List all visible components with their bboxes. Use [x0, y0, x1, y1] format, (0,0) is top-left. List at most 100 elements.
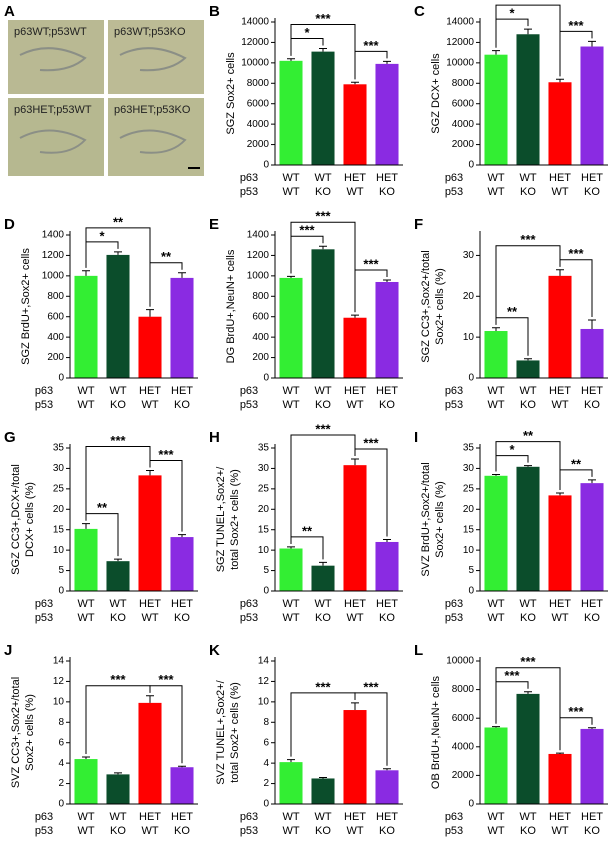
- y-tick-label: 20: [53, 504, 65, 515]
- x-tick-label: HET: [549, 811, 571, 823]
- y-tick-label: 4000: [247, 119, 270, 130]
- significance-label: **: [507, 304, 518, 319]
- x-tick-label: WT: [314, 598, 331, 610]
- micrograph-label: p63HET;p53KO: [114, 104, 191, 116]
- x-tick-label: WT: [109, 385, 126, 397]
- significance-label: **: [97, 500, 108, 515]
- x-tick-label: HET: [139, 385, 161, 397]
- x-row-label: p53: [445, 825, 463, 837]
- bar: [106, 254, 130, 378]
- bar: [170, 277, 194, 378]
- significance-label: ***: [520, 232, 536, 247]
- error-bar: [287, 546, 295, 549]
- significance-bracket: [495, 441, 561, 490]
- error-bar: [556, 269, 564, 276]
- y-tick-label: 8000: [452, 684, 475, 695]
- error-bar: [492, 50, 500, 55]
- y-tick-label: 6: [58, 737, 64, 748]
- x-tick-label: WT: [551, 186, 568, 198]
- x-tick-label: WT: [109, 811, 126, 823]
- panel-letter: D: [4, 216, 15, 233]
- error-bar: [588, 40, 596, 47]
- significance-bracket: [149, 459, 183, 532]
- y-axis-label: SGZ BrdU+,Sox2+ cells: [20, 248, 32, 365]
- significance-label: ***: [520, 654, 536, 669]
- x-row-label: p53: [240, 825, 258, 837]
- x-tick-label: HET: [581, 172, 603, 184]
- y-axis-label: SGZ CC3+,DCX+/total: [10, 464, 22, 575]
- tissue-outline: [119, 47, 187, 72]
- bar: [138, 702, 162, 804]
- bar: [516, 466, 540, 591]
- significance-label: ***: [363, 679, 379, 694]
- x-tick-label: WT: [109, 598, 126, 610]
- error-bar: [178, 534, 186, 538]
- x-row-label: p53: [240, 399, 258, 411]
- significance-bracket: [290, 434, 356, 544]
- y-tick-label: 14: [53, 656, 65, 667]
- bar-chart: I SVZ BrdU+,Sox2+/total Sox2+ cells (%) 0 5 1…: [414, 428, 608, 624]
- x-row-label: p63: [240, 172, 258, 184]
- y-axis-label: SGZ DCX+ cells: [430, 53, 442, 134]
- panel-letter: E: [209, 216, 219, 233]
- x-row-label: p63: [445, 385, 463, 397]
- x-tick-label: KO: [584, 825, 600, 837]
- y-axis-label: Sox2+ cells (%): [434, 481, 446, 558]
- y-axis-label: SGZ Sox2+ cells: [225, 52, 237, 135]
- x-tick-label: HET: [581, 598, 603, 610]
- y-tick-label: 10000: [446, 656, 474, 667]
- y-tick-label: 5: [468, 565, 474, 576]
- error-bar: [319, 245, 327, 250]
- bar: [580, 46, 604, 166]
- x-tick-label: HET: [376, 811, 398, 823]
- error-bar: [82, 523, 90, 529]
- error-bar: [351, 314, 359, 318]
- bar: [516, 693, 540, 804]
- micrograph: [8, 20, 104, 94]
- x-tick-label: WT: [519, 385, 536, 397]
- x-tick-label: WT: [346, 399, 363, 411]
- y-tick-label: 0: [468, 586, 474, 597]
- x-tick-label: KO: [379, 399, 395, 411]
- significance-label: ***: [110, 433, 126, 448]
- x-tick-label: KO: [110, 825, 126, 837]
- bar: [279, 60, 303, 165]
- y-tick-label: 8: [58, 717, 64, 728]
- y-tick-label: 30: [53, 463, 65, 474]
- bar: [170, 537, 194, 591]
- y-tick-label: 0: [263, 373, 269, 384]
- panel-letter: C: [414, 3, 425, 20]
- y-tick-label: 2: [263, 778, 269, 789]
- x-tick-label: WT: [77, 811, 94, 823]
- bar: [516, 360, 540, 378]
- bar: [548, 753, 572, 804]
- x-tick-label: WT: [282, 172, 299, 184]
- panel-letter: A: [4, 3, 15, 20]
- error-bar: [492, 327, 500, 332]
- x-tick-label: WT: [141, 399, 158, 411]
- x-tick-label: HET: [376, 385, 398, 397]
- y-tick-label: 0: [58, 799, 64, 810]
- significance-bracket: [149, 262, 183, 307]
- x-row-label: p63: [240, 385, 258, 397]
- x-tick-label: HET: [344, 598, 366, 610]
- x-row-label: p63: [35, 598, 53, 610]
- error-bar: [287, 58, 295, 61]
- y-tick-label: 14000: [241, 17, 269, 28]
- bar-chart: G SGZ CC3+,DCX+/total DCX+ cells (%) 0 5 10 15…: [4, 429, 198, 624]
- x-tick-label: KO: [110, 399, 126, 411]
- x-tick-label: WT: [487, 385, 504, 397]
- error-bar: [351, 458, 359, 466]
- error-bar: [319, 776, 327, 779]
- significance-label: *: [509, 442, 515, 457]
- x-tick-label: WT: [487, 399, 504, 411]
- y-tick-label: 0: [468, 799, 474, 810]
- significance-label: *: [304, 25, 310, 40]
- bar: [311, 249, 335, 378]
- bar: [138, 475, 162, 591]
- significance-label: ***: [315, 209, 331, 224]
- y-tick-label: 35: [463, 443, 475, 454]
- significance-label: ***: [315, 11, 331, 26]
- y-tick-label: 0: [468, 160, 474, 171]
